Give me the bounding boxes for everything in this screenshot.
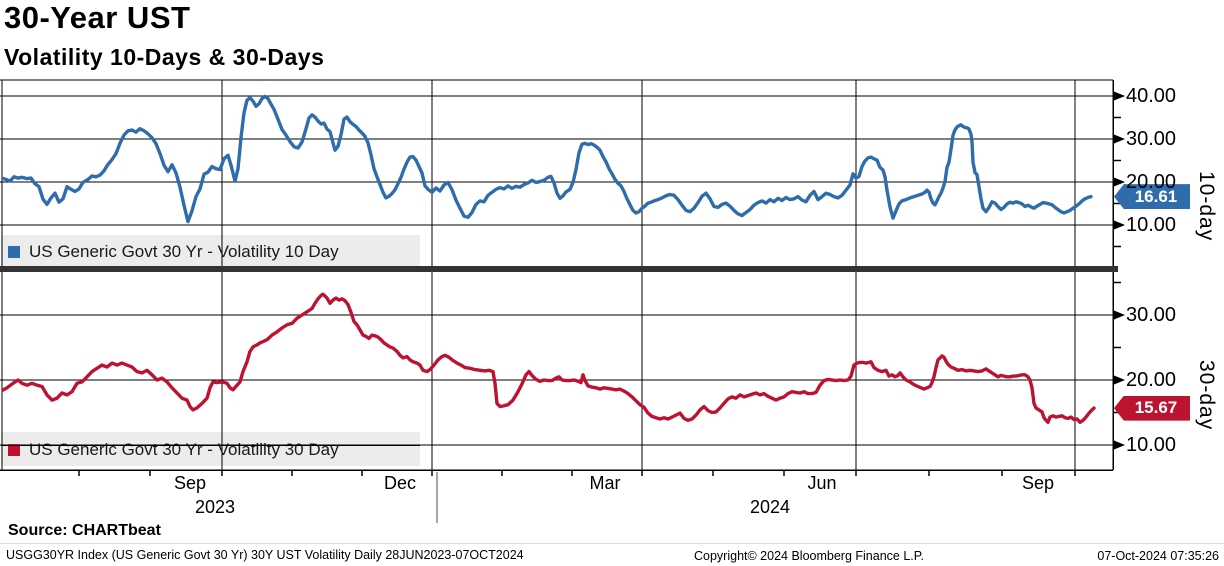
major-tick-arrow (1114, 220, 1125, 230)
major-tick-arrow (1114, 134, 1125, 144)
legend-swatch-blue (8, 246, 20, 258)
major-tick-arrow (1114, 310, 1125, 320)
y-tick-label: 30.00 (1126, 128, 1177, 150)
right-axis-title-10day: 10-day (1195, 170, 1218, 242)
y-tick-label: 40.00 (1126, 85, 1177, 107)
footer-source: Source: CHARTbeat (8, 522, 161, 539)
legend-bg-bottom (1, 432, 420, 466)
y-tick-label: 20.00 (1126, 171, 1177, 193)
page-subtitle: Volatility 10-Days & 30-Days (4, 44, 325, 70)
x-tick-label-month: Mar (589, 473, 621, 493)
footer-timestamp: 07-Oct-2024 07:35:26 (1097, 549, 1219, 563)
major-tick-arrow (1114, 91, 1125, 101)
legend-volatility-10day: US Generic Govt 30 Yr - Volatility 10 Da… (1, 236, 420, 268)
x-tick-label-month: Dec (383, 473, 417, 493)
x-tick-label-year: 2023 (194, 497, 236, 517)
legend-volatility-30day: US Generic Govt 30 Yr - Volatility 30 Da… (1, 433, 420, 466)
legend-label: US Generic Govt 30 Yr - Volatility 10 Da… (29, 242, 339, 261)
major-tick-arrow (1114, 440, 1125, 450)
y-tick-label: 10.00 (1126, 214, 1177, 236)
series-line-30day (2, 292, 1096, 424)
panel-separator (0, 266, 1118, 272)
footer-copyright: Copyright© 2024 Bloomberg Finance L.P. (694, 549, 924, 563)
page-title: 30-Year UST (4, 0, 191, 35)
major-tick-arrow (1114, 375, 1125, 385)
right-axis-title-30day: 30-day (1195, 359, 1218, 431)
y-tick-label: 20.00 (1126, 369, 1177, 391)
y-tick-label: 10.00 (1126, 434, 1177, 456)
legend-label: US Generic Govt 30 Yr - Volatility 30 Da… (29, 439, 339, 459)
x-tick-label-month: Jun (807, 473, 837, 493)
x-tick-label-year: 2024 (749, 497, 791, 517)
x-tick-label-month: Sep (173, 473, 207, 493)
major-tick-arrow (1114, 177, 1125, 187)
legend-swatch-red (8, 443, 20, 456)
y-tick-label: 30.00 (1126, 304, 1177, 326)
last-value-tag-30day: 15.67 (1114, 395, 1190, 421)
footer-divider (0, 543, 1224, 544)
series-line-10day (2, 94, 1093, 224)
legend-bg-top (1, 235, 420, 268)
x-tick-label-month: Sep (1021, 473, 1055, 493)
footer-description: USGG30YR Index (US Generic Govt 30 Yr) 3… (6, 548, 524, 562)
last-value-tag-10day: 16.61 (1114, 184, 1190, 210)
gridline-over-legend (1, 445, 420, 446)
